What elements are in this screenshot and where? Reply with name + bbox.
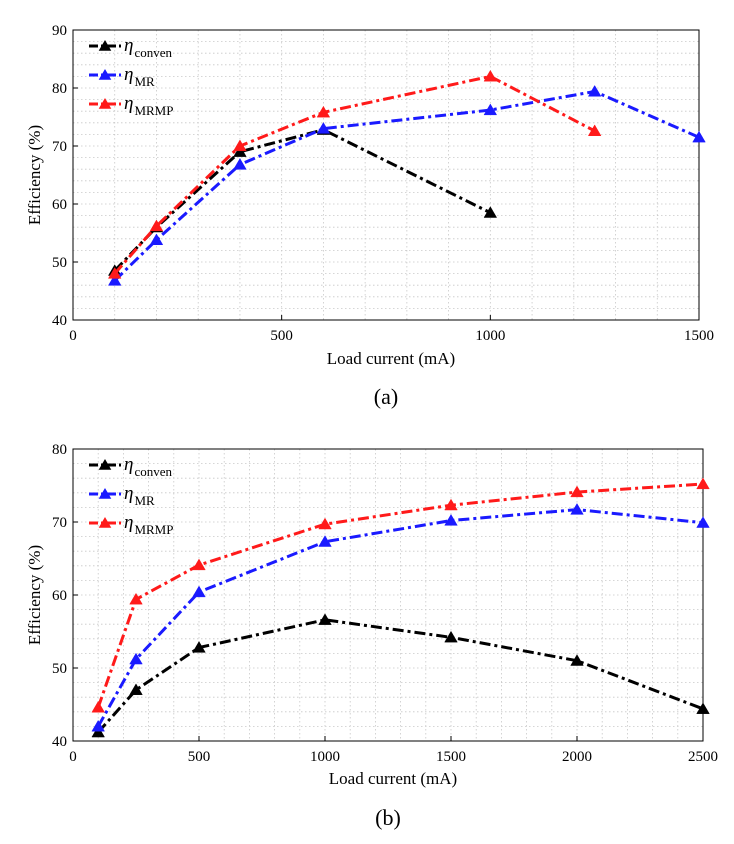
data-point [696, 702, 710, 714]
data-point [692, 130, 706, 143]
data-point [318, 517, 332, 530]
x-tick-label: 1500 [684, 328, 714, 344]
y-tick-label: 50 [52, 661, 67, 677]
y-tick-label: 90 [52, 23, 67, 39]
x-tick-label: 2500 [688, 749, 718, 765]
legend-marker [98, 517, 112, 528]
series-mrmp [107, 69, 602, 279]
legend-label: ηMRMP [124, 93, 173, 118]
data-point [149, 219, 164, 232]
y-tick-label: 50 [52, 255, 67, 271]
y-tick-label: 70 [52, 515, 67, 531]
data-point [149, 233, 164, 246]
grid [73, 30, 699, 320]
series-conven [91, 613, 710, 738]
x-tick-label: 500 [188, 749, 211, 765]
y-axis-label: Efficiency (%) [25, 125, 44, 225]
data-point [192, 641, 206, 653]
data-point [129, 592, 143, 605]
legend-marker [98, 459, 112, 470]
series-line [113, 128, 492, 272]
ticks: 0 500 1000 1500 40 50 60 70 80 90 [52, 23, 714, 344]
y-tick-label: 80 [52, 442, 67, 458]
x-tick-label: 1000 [475, 328, 505, 344]
y-tick-label: 40 [52, 734, 67, 750]
data-point [91, 725, 105, 738]
data-point [129, 683, 143, 695]
data-point [233, 158, 247, 170]
panel-caption: (a) [374, 384, 398, 409]
y-tick-label: 60 [52, 197, 67, 213]
plot-frame [72, 448, 704, 742]
data-point [192, 585, 206, 598]
data-point [91, 719, 105, 732]
series-conven [107, 123, 498, 276]
legend-marker [98, 69, 112, 80]
data-point [696, 477, 710, 490]
data-point [316, 122, 331, 134]
plot-frame [72, 29, 700, 321]
legend-marker [98, 40, 112, 51]
series-mr [91, 503, 710, 732]
x-tick-label: 1500 [436, 749, 466, 765]
legend: ηconven ηMR ηMRMP [89, 35, 173, 118]
data-point [233, 139, 247, 152]
data-point [107, 267, 122, 279]
x-tick-label: 0 [69, 328, 77, 344]
legend-label: ηMR [124, 483, 155, 508]
data-point [570, 654, 584, 666]
series-line [97, 618, 704, 734]
data-point [587, 124, 602, 136]
data-point [444, 630, 458, 643]
y-tick-label: 40 [52, 313, 67, 329]
legend-marker [98, 98, 112, 109]
data-point [570, 485, 584, 498]
panel-caption: (b) [375, 805, 401, 830]
ticks: 0 500 1000 1500 2000 2500 40 50 60 70 80 [52, 442, 718, 765]
y-tick-label: 80 [52, 81, 67, 97]
data-point [483, 103, 498, 116]
x-axis-label: Load current (mA) [329, 769, 457, 788]
y-tick-label: 60 [52, 588, 67, 604]
data-point [570, 503, 584, 515]
data-point [316, 105, 331, 118]
y-tick-label: 70 [52, 139, 67, 155]
series-mr [107, 84, 706, 286]
x-tick-label: 2000 [562, 749, 592, 765]
data-point [91, 700, 105, 713]
legend-marker [98, 488, 112, 499]
data-point [233, 145, 247, 157]
legend-label: ηMR [124, 64, 155, 89]
data-point [444, 514, 458, 526]
data-point [483, 206, 498, 218]
x-tick-label: 0 [69, 749, 77, 765]
x-tick-label: 500 [270, 328, 293, 344]
grid [73, 449, 703, 741]
data-point [107, 274, 122, 286]
series-line [113, 74, 596, 275]
chart-panel-a: 0 500 1000 1500 40 50 60 70 80 90 Load current (mA… [25, 23, 714, 409]
legend-label: ηMRMP [124, 512, 173, 537]
x-axis-label: Load current (mA) [327, 349, 455, 368]
data-point [696, 516, 710, 528]
data-point [587, 84, 602, 97]
x-tick-label: 1000 [310, 749, 340, 765]
data-point [318, 613, 332, 625]
data-point [129, 652, 143, 665]
chart-panel-b: 0 500 1000 1500 2000 2500 40 50 60 70 80 Load curre… [25, 442, 718, 830]
legend-label: ηconven [124, 35, 172, 60]
series-mrmp [91, 477, 710, 713]
data-point [192, 558, 206, 571]
data-point [318, 535, 332, 547]
data-point [483, 69, 498, 82]
data-point [444, 498, 458, 511]
y-axis-label: Efficiency (%) [25, 545, 44, 645]
